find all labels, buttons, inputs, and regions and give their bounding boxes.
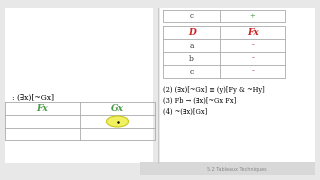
Text: c: c bbox=[190, 12, 194, 20]
Text: b: b bbox=[189, 55, 194, 62]
Text: (4) ~(∃x)[Gx]: (4) ~(∃x)[Gx] bbox=[163, 108, 207, 116]
Bar bbox=[140, 162, 315, 175]
Text: D: D bbox=[188, 28, 196, 37]
Text: -: - bbox=[251, 68, 254, 75]
Text: 5.2 Tableaux Techniques: 5.2 Tableaux Techniques bbox=[207, 166, 267, 172]
Bar bbox=[5, 8, 153, 163]
Text: -: - bbox=[251, 55, 254, 62]
Text: Fx: Fx bbox=[247, 28, 259, 37]
Text: a: a bbox=[189, 42, 194, 50]
Text: (3) Fb → (∃x)[~Gx Fx]: (3) Fb → (∃x)[~Gx Fx] bbox=[163, 97, 236, 105]
Text: Gx: Gx bbox=[111, 104, 124, 113]
Ellipse shape bbox=[107, 116, 129, 127]
Text: c: c bbox=[189, 68, 194, 75]
Text: +: + bbox=[250, 12, 256, 20]
Text: : (∃x)[~Gx]: : (∃x)[~Gx] bbox=[12, 94, 54, 102]
Text: Fx: Fx bbox=[36, 104, 48, 113]
Bar bbox=[160, 8, 315, 163]
Text: -: - bbox=[251, 42, 254, 50]
Text: (2) (∃x)[~Gx] ≡ (y)[Fy & ~Hy]: (2) (∃x)[~Gx] ≡ (y)[Fy & ~Hy] bbox=[163, 86, 265, 94]
